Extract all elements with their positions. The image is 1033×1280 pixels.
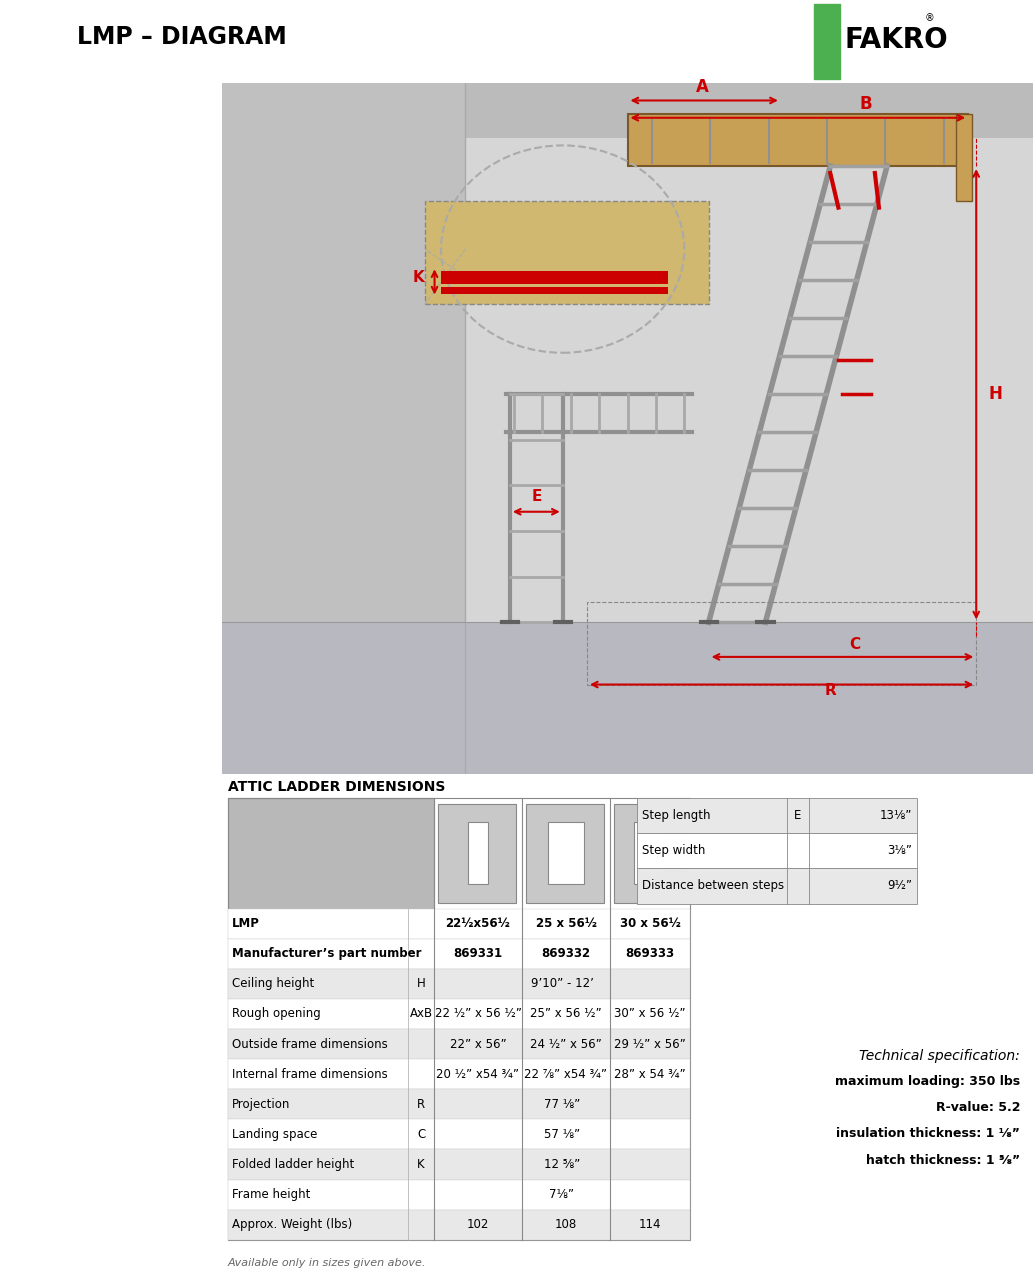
Text: FAKRO: FAKRO (845, 26, 948, 54)
Polygon shape (821, 6, 839, 77)
Text: 7⅛”: 7⅛” (550, 1188, 574, 1201)
Text: ATTIC LADDER DIMENSIONS: ATTIC LADDER DIMENSIONS (228, 780, 445, 794)
Text: Technical specification:: Technical specification: (859, 1050, 1020, 1064)
Bar (634, 822, 664, 884)
Bar (587, 602, 976, 685)
Text: Folded ladder height: Folded ladder height (232, 1158, 354, 1171)
Text: Frame height: Frame height (232, 1188, 310, 1201)
Text: C: C (849, 636, 860, 652)
Text: B: B (859, 96, 872, 114)
Text: Distance between steps: Distance between steps (641, 879, 784, 892)
Bar (441, 271, 668, 284)
Bar (547, 822, 584, 884)
Text: 102: 102 (467, 1219, 490, 1231)
Bar (637, 868, 917, 904)
Bar (628, 114, 968, 166)
Text: Manufacturer’s part number: Manufacturer’s part number (232, 947, 421, 960)
Text: Step length: Step length (641, 809, 711, 822)
Polygon shape (222, 622, 1033, 774)
Bar (228, 799, 690, 1240)
Text: 29 ½” x 56”: 29 ½” x 56” (615, 1038, 686, 1051)
Text: 25 x 56½: 25 x 56½ (535, 916, 596, 931)
Bar (956, 114, 972, 201)
Bar (228, 969, 690, 998)
Bar (228, 1059, 690, 1089)
Text: Landing space: Landing space (232, 1128, 317, 1140)
Text: 30 x 56½: 30 x 56½ (620, 916, 681, 931)
Bar (228, 1089, 690, 1120)
Text: K: K (412, 270, 425, 285)
Text: 12 ⅝”: 12 ⅝” (544, 1158, 581, 1171)
Bar (228, 1029, 690, 1059)
Bar (425, 201, 709, 305)
Bar (468, 822, 488, 884)
Bar (441, 287, 668, 294)
Bar (228, 1180, 690, 1210)
Text: 9’10” - 12’: 9’10” - 12’ (531, 978, 593, 991)
Text: Projection: Projection (232, 1098, 290, 1111)
Text: LMP – DIAGRAM: LMP – DIAGRAM (77, 26, 287, 50)
Text: 28” x 54 ¾”: 28” x 54 ¾” (615, 1068, 686, 1080)
Bar (465, 83, 1033, 138)
Text: ®: ® (925, 13, 934, 23)
Text: 57 ⅛”: 57 ⅛” (544, 1128, 581, 1140)
Text: R-value: 5.2: R-value: 5.2 (936, 1101, 1020, 1115)
Bar (228, 1149, 690, 1180)
Text: Available only in sizes given above.: Available only in sizes given above. (228, 1258, 427, 1268)
Polygon shape (222, 83, 465, 774)
Text: 24 ½” x 56”: 24 ½” x 56” (530, 1038, 602, 1051)
Bar (637, 833, 917, 868)
Text: K: K (417, 1158, 425, 1171)
Text: 869332: 869332 (541, 947, 591, 960)
Text: 9½”: 9½” (887, 879, 912, 892)
Text: 30” x 56 ½”: 30” x 56 ½” (615, 1007, 686, 1020)
Text: 77 ⅛”: 77 ⅛” (544, 1098, 581, 1111)
Text: A: A (696, 78, 709, 96)
Bar (228, 799, 434, 909)
Text: 869333: 869333 (625, 947, 675, 960)
Text: 25” x 56 ½”: 25” x 56 ½” (530, 1007, 602, 1020)
Bar (228, 938, 690, 969)
Text: C: C (417, 1128, 426, 1140)
Text: 108: 108 (555, 1219, 577, 1231)
Text: 20 ½” x54 ¾”: 20 ½” x54 ¾” (437, 1068, 520, 1080)
Text: 22 ½” x 56 ½”: 22 ½” x 56 ½” (435, 1007, 522, 1020)
Text: 22” x 56”: 22” x 56” (449, 1038, 506, 1051)
Text: hatch thickness: 1 ⅝”: hatch thickness: 1 ⅝” (866, 1153, 1020, 1166)
Bar (228, 909, 690, 938)
Text: 22½x56½: 22½x56½ (445, 916, 510, 931)
Text: Rough opening: Rough opening (232, 1007, 321, 1020)
Text: LMP: LMP (232, 916, 260, 931)
Text: 869331: 869331 (453, 947, 503, 960)
Bar (228, 998, 690, 1029)
Bar (438, 804, 516, 902)
Text: maximum loading: 350 lbs: maximum loading: 350 lbs (835, 1075, 1020, 1088)
Bar (228, 1120, 690, 1149)
Text: 13⅛”: 13⅛” (880, 809, 912, 822)
Text: H: H (416, 978, 426, 991)
Text: 22 ⅞” x54 ¾”: 22 ⅞” x54 ¾” (525, 1068, 607, 1080)
Text: 3⅛”: 3⅛” (887, 845, 912, 858)
Text: R: R (824, 684, 836, 698)
Text: E: E (794, 809, 802, 822)
Bar (614, 804, 684, 902)
Bar (228, 1210, 690, 1240)
Text: H: H (989, 385, 1002, 403)
Text: AxB: AxB (409, 1007, 433, 1020)
Text: Internal frame dimensions: Internal frame dimensions (232, 1068, 387, 1080)
Text: Outside frame dimensions: Outside frame dimensions (232, 1038, 387, 1051)
Text: Approx. Weight (lbs): Approx. Weight (lbs) (232, 1219, 352, 1231)
Text: R: R (417, 1098, 425, 1111)
Text: insulation thickness: 1 ⅛”: insulation thickness: 1 ⅛” (836, 1128, 1020, 1140)
Text: 114: 114 (638, 1219, 661, 1231)
Text: E: E (531, 489, 541, 504)
Bar (526, 804, 604, 902)
Text: Step width: Step width (641, 845, 706, 858)
Text: Ceiling height: Ceiling height (232, 978, 314, 991)
Bar (637, 799, 917, 833)
